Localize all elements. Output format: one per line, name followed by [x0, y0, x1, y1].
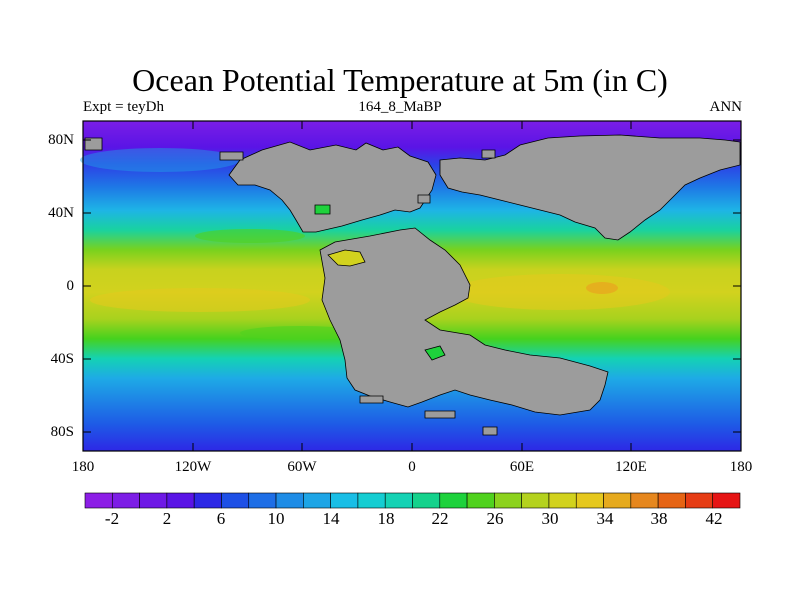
lat-label: 40N	[48, 205, 74, 221]
colorbar-swatch	[466, 492, 495, 509]
lon-label: 180	[729, 459, 753, 475]
colorbar-swatch	[685, 492, 714, 509]
lat-label: 0	[66, 278, 75, 294]
colorbar-swatch	[248, 492, 277, 509]
period-label: 164_8_MaBP	[358, 99, 442, 115]
colorbar-swatch	[330, 492, 359, 509]
lon-label: 120W	[174, 459, 212, 475]
colorbar-swatch	[221, 492, 250, 509]
cool-band-south	[240, 326, 360, 340]
lat-ticks	[83, 139, 741, 433]
inland-sea	[314, 204, 331, 215]
colorbar-swatch	[439, 492, 468, 509]
colorbar-swatch	[166, 492, 195, 509]
colorbar-swatch	[521, 492, 550, 509]
colorbar-swatch	[548, 492, 577, 509]
land-masses	[84, 134, 741, 436]
colorbar-swatch	[357, 492, 386, 509]
lon-ticks	[82, 121, 742, 451]
cool-band-north	[195, 229, 305, 243]
colorbar-label: 6	[216, 509, 226, 528]
colorbar-swatch	[139, 492, 168, 509]
island	[219, 151, 244, 161]
colorbar-swatch	[84, 492, 113, 509]
southern-inlet	[424, 345, 446, 361]
colorbar-swatch	[384, 492, 413, 509]
colorbar-swatch	[630, 492, 659, 509]
colorbar-label: 26	[486, 509, 504, 528]
colorbar-label: 10	[267, 509, 285, 528]
cool-current-north-pacific	[80, 148, 240, 172]
lat-label: 80S	[50, 424, 74, 440]
tethys-inlet	[327, 249, 366, 267]
colorbar-label: -2	[104, 509, 120, 528]
colorbar-label: 2	[162, 509, 172, 528]
colorbar-label: 14	[322, 509, 340, 528]
hot-spot	[586, 282, 618, 294]
lat-label: 40S	[50, 351, 74, 367]
lon-label: 60W	[287, 459, 317, 475]
colorbar-label: 34	[596, 509, 614, 528]
colorbar-swatch	[603, 492, 632, 509]
lon-label: 60E	[509, 459, 535, 475]
laurasia-landmass	[228, 141, 437, 233]
lat-label: 80N	[48, 132, 74, 148]
asia-landmass	[439, 134, 741, 241]
colorbar-swatch	[575, 492, 604, 509]
lon-label: 0	[408, 459, 416, 475]
experiment-label: Expt = teyDh	[83, 99, 164, 115]
colorbar-label: 30	[541, 509, 559, 528]
colorbar-swatch	[275, 492, 304, 509]
lon-label: 180	[71, 459, 95, 475]
colorbar	[84, 492, 741, 509]
colorbar-label: 18	[377, 509, 395, 528]
antarctic-island	[359, 395, 384, 404]
colorbar-swatch	[412, 492, 441, 509]
antarctic-island	[424, 410, 456, 419]
warm-pool-tethys	[450, 274, 670, 310]
season-label: ANN	[709, 99, 743, 115]
antarctic-island	[482, 426, 498, 436]
gondwana-landmass	[319, 227, 609, 416]
colorbar-swatch	[657, 492, 686, 509]
colorbar-swatch	[111, 492, 140, 509]
colorbar-label: 22	[431, 509, 449, 528]
colorbar-swatch	[193, 492, 222, 509]
lon-label: 120E	[615, 459, 647, 475]
island	[417, 194, 431, 204]
colorbar-label: 42	[705, 509, 723, 528]
island	[481, 149, 496, 159]
map-title: Ocean Potential Temperature at 5m (in C)	[132, 62, 668, 98]
warm-pool-east-pacific	[90, 288, 310, 312]
colorbar-label: 38	[650, 509, 668, 528]
colorbar-swatch	[494, 492, 522, 509]
greenland-island	[84, 137, 103, 151]
colorbar-swatch	[712, 492, 741, 509]
colorbar-swatch	[303, 492, 331, 509]
